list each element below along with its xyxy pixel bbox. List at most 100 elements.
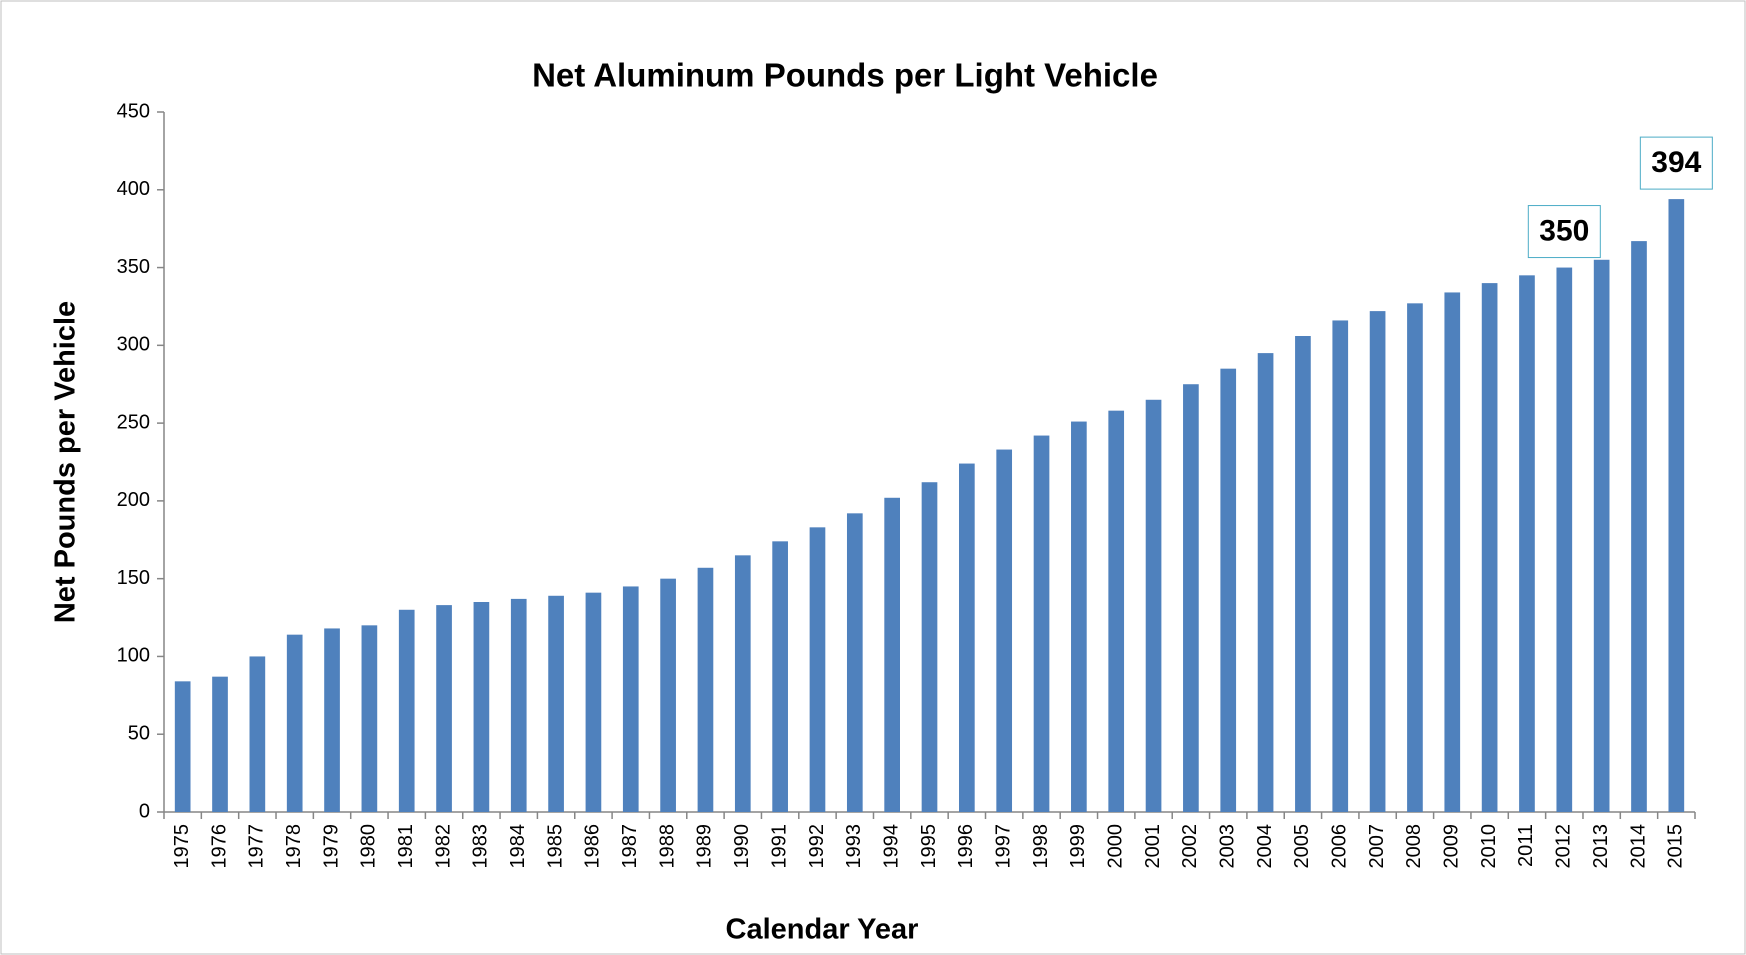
y-tick-label: 50: [128, 723, 150, 745]
x-tick-label: 2000: [1104, 824, 1126, 869]
bar: [1183, 384, 1199, 812]
bar: [1108, 410, 1125, 812]
x-tick-label: 1987: [619, 824, 641, 869]
bar: [1668, 199, 1685, 813]
bar: [1631, 241, 1647, 813]
bar: [660, 578, 676, 812]
x-tick-label: 1975: [171, 824, 193, 869]
x-tick-label: 2013: [1590, 824, 1612, 869]
bar: [921, 482, 938, 812]
bar: [958, 463, 975, 812]
x-tick-label: 1978: [283, 824, 305, 869]
bar: [361, 625, 378, 812]
bar: [324, 628, 340, 812]
y-axis-label: Net Pounds per Vehicle: [50, 301, 82, 623]
x-tick-label: 2011: [1515, 824, 1537, 867]
bar: [1444, 292, 1461, 812]
x-tick-label: 1980: [358, 824, 380, 869]
data-label-box: [1639, 136, 1713, 190]
x-tick-label: 1985: [544, 824, 566, 869]
x-tick-label: 1991: [768, 824, 790, 869]
bar: [809, 527, 826, 812]
bar: [772, 541, 788, 812]
bar: [1295, 336, 1311, 812]
x-tick-label: 1982: [432, 824, 454, 869]
x-tick-label: 1976: [208, 824, 230, 869]
bar: [1145, 399, 1162, 812]
x-tick-label: 2001: [1142, 824, 1164, 869]
x-tick-label: 1988: [656, 824, 678, 869]
bar: [398, 609, 415, 812]
x-tick-label: 2004: [1254, 824, 1276, 869]
x-tick-label: 1997: [992, 824, 1014, 869]
x-tick-label: 2009: [1441, 824, 1463, 869]
y-tick-label: 200: [117, 489, 150, 511]
data-label: 350: [1539, 214, 1589, 247]
bar: [174, 681, 191, 812]
chart-title: Net Aluminum Pounds per Light Vehicle: [532, 57, 1158, 94]
x-tick-label: 1995: [918, 824, 940, 869]
x-tick-label: 2005: [1291, 824, 1313, 869]
x-tick-label: 1999: [1067, 824, 1089, 869]
x-tick-label: 1990: [731, 824, 753, 869]
x-tick-label: 2006: [1329, 824, 1351, 869]
y-tick-label: 300: [117, 334, 150, 356]
y-tick-label: 450: [117, 100, 150, 122]
x-tick-label: 2007: [1366, 824, 1388, 869]
y-tick-label: 150: [117, 567, 150, 589]
bar: [585, 592, 602, 812]
y-tick-label: 250: [117, 411, 150, 433]
x-tick-label: 2012: [1553, 824, 1575, 869]
x-tick-label: 2015: [1665, 824, 1687, 869]
bar: [884, 497, 901, 812]
bar: [1071, 421, 1087, 812]
bar: [1220, 368, 1237, 812]
y-tick-label: 400: [117, 178, 150, 200]
bar: [1556, 267, 1573, 812]
x-tick-label: 1993: [843, 824, 865, 869]
y-tick-label: 100: [117, 645, 150, 667]
bar: [510, 598, 527, 812]
x-tick-label: 1989: [694, 824, 716, 869]
bar: [697, 567, 714, 812]
x-tick-label: 1984: [507, 824, 529, 869]
bar: [548, 595, 564, 812]
bar: [1033, 435, 1050, 812]
data-label: 394: [1651, 146, 1701, 179]
bar: [846, 513, 863, 812]
bar: [734, 555, 751, 812]
bar: [1407, 303, 1423, 812]
x-tick-label: 1981: [395, 824, 417, 869]
x-tick-label: 1994: [880, 824, 902, 869]
x-tick-label: 1998: [1030, 824, 1052, 869]
bar: [249, 656, 266, 812]
bar: [436, 605, 452, 812]
x-tick-label: 1983: [470, 824, 492, 869]
x-tick-label: 1977: [246, 824, 268, 869]
bar: [996, 449, 1013, 812]
x-tick-label: 2008: [1403, 824, 1425, 869]
bar: [473, 602, 490, 812]
y-tick-label: 350: [117, 256, 150, 278]
data-label-box: [1527, 205, 1601, 259]
bar: [622, 586, 639, 812]
x-tick-label: 2014: [1627, 824, 1649, 869]
x-tick-label: 1986: [582, 824, 604, 869]
bar: [1481, 283, 1498, 813]
bar: [1369, 311, 1386, 812]
bar: [1593, 259, 1610, 812]
x-tick-label: 2010: [1478, 824, 1500, 869]
bar: [1519, 275, 1535, 812]
x-tick-label: 1992: [806, 824, 828, 869]
x-tick-label: 2003: [1217, 824, 1239, 869]
bar: [286, 634, 303, 812]
x-axis-label: Calendar Year: [726, 914, 919, 946]
x-tick-label: 1979: [320, 824, 342, 869]
bar: [1332, 320, 1349, 812]
x-tick-label: 1996: [955, 824, 977, 869]
bar: [212, 676, 228, 812]
bar: [1257, 353, 1274, 812]
x-tick-label: 2002: [1179, 824, 1201, 869]
y-tick-label: 0: [139, 800, 150, 822]
